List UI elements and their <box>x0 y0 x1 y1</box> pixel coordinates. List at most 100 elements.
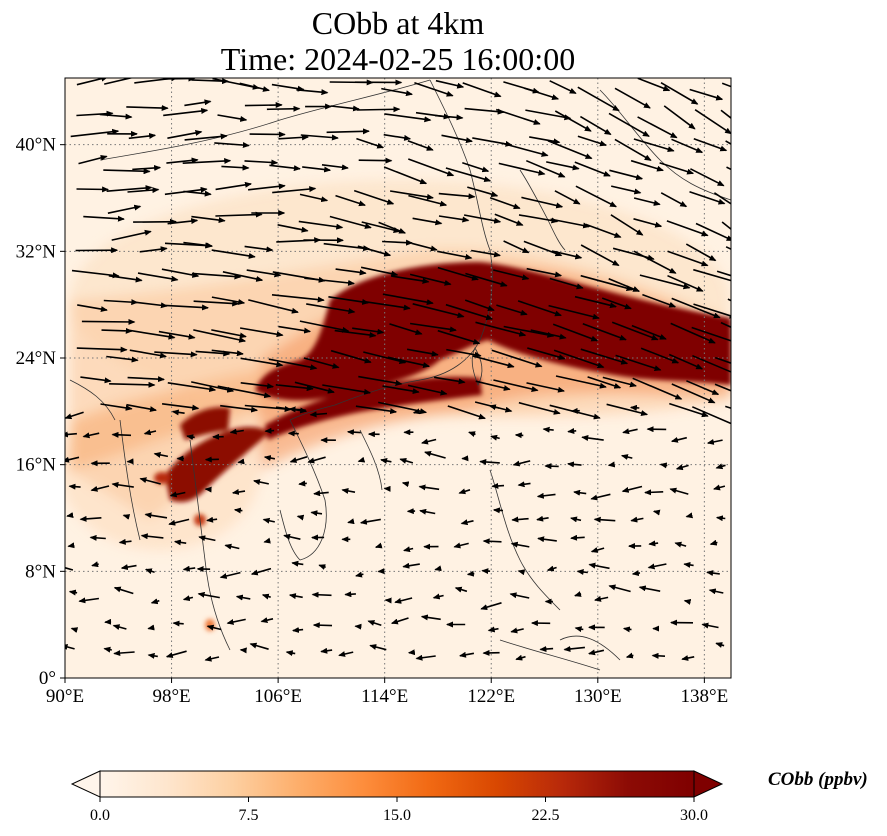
wind-arrow <box>432 593 444 600</box>
wind-arrow <box>593 516 616 523</box>
wind-arrow <box>211 329 247 339</box>
wind-arrow <box>445 167 492 183</box>
wind-arrow <box>553 349 605 369</box>
wind-arrow <box>355 405 398 415</box>
wind-arrow <box>518 214 559 224</box>
wind-arrow <box>575 185 617 208</box>
wind-arrow <box>514 432 524 439</box>
wind-arrow <box>211 296 246 305</box>
wind-arrow <box>263 455 276 462</box>
wind-arrow <box>329 215 372 229</box>
wind-arrow <box>546 161 580 171</box>
wind-arrow <box>322 384 372 395</box>
wind-arrow <box>359 518 381 525</box>
wind-arrow <box>107 204 142 214</box>
wind-arrow <box>715 642 725 648</box>
wind-arrow <box>527 347 566 360</box>
wind-arrow <box>466 570 475 577</box>
wind-arrow <box>68 483 81 490</box>
wind-arrow <box>299 320 350 333</box>
wind-arrow <box>127 187 160 194</box>
wind-arrow <box>590 547 605 553</box>
wind-arrow <box>464 107 505 115</box>
wind-arrow <box>621 485 643 493</box>
wind-arrow <box>106 185 153 192</box>
wind-arrow <box>454 586 468 593</box>
wind-arrow <box>681 655 695 661</box>
wind-arrow <box>113 586 134 595</box>
wind-arrow <box>511 516 529 523</box>
wind-arrow <box>420 614 441 621</box>
wind-arrow <box>277 224 309 233</box>
wind-arrow <box>577 86 620 112</box>
wind-arrow <box>335 268 367 276</box>
wind-arrow <box>321 164 349 171</box>
wind-arrow <box>637 116 678 139</box>
wind-arrow <box>567 428 577 435</box>
wind-arrow <box>261 593 271 600</box>
wind-arrow <box>633 138 675 153</box>
wind-arrow <box>215 181 252 191</box>
wind-arrow <box>479 459 500 465</box>
wind-arrow <box>666 220 709 237</box>
wind-arrow <box>338 651 354 657</box>
wind-arrow <box>70 627 79 633</box>
lat-tick-label: 8°N <box>25 561 56 582</box>
wind-arrow <box>140 533 164 540</box>
wind-arrow <box>150 598 160 605</box>
wind-arrow <box>424 450 446 459</box>
lon-tick-label: 114°E <box>361 686 408 707</box>
wind-arrow <box>358 157 393 164</box>
wind-arrow <box>510 627 524 634</box>
wind-arrow <box>383 166 428 185</box>
wind-arrow <box>383 133 412 141</box>
lat-tick-label: 32°N <box>16 241 57 262</box>
wind-arrow <box>525 109 572 121</box>
wind-arrow <box>625 652 634 659</box>
wind-arrow <box>421 438 437 445</box>
wind-arrow <box>651 652 666 659</box>
wind-arrow <box>594 595 609 602</box>
colorbar-label: CObb (ppbv) <box>768 769 868 790</box>
wind-arrow <box>360 266 399 277</box>
wind-arrow <box>217 114 248 122</box>
wind-arrow <box>551 250 583 260</box>
wind-arrow <box>580 348 629 365</box>
wind-arrow <box>278 325 312 334</box>
wind-arrow <box>554 110 592 132</box>
wind-arrow <box>70 128 120 138</box>
wind-arrow <box>195 350 231 357</box>
colorbar: 0.0 7.5 15.0 22.5 30.0 <box>70 770 724 824</box>
wind-arrow <box>496 304 528 316</box>
wind-arrow <box>307 456 326 464</box>
wind-arrow <box>611 185 642 195</box>
wind-arrow <box>464 299 495 312</box>
wind-arrow <box>204 655 220 662</box>
wind-arrow <box>620 454 633 460</box>
wind-arrow <box>318 564 326 570</box>
wind-arrow <box>382 239 413 246</box>
wind-arrow <box>355 571 364 578</box>
wind-arrow <box>435 114 464 121</box>
wind-arrow <box>139 477 161 485</box>
wind-arrow <box>693 268 731 282</box>
wind-arrow <box>65 431 77 438</box>
wind-arrow <box>411 242 438 252</box>
wind-arrow <box>512 460 531 467</box>
wind-arrow <box>669 487 689 495</box>
wind-arrow <box>399 458 414 464</box>
wind-arrow <box>472 355 515 369</box>
wind-arrow <box>289 456 308 463</box>
wind-arrow <box>76 346 128 353</box>
wind-arrow <box>118 538 132 545</box>
wind-arrow <box>82 432 100 439</box>
wind-arrow <box>310 510 323 517</box>
wind-arrow <box>147 624 155 631</box>
wind-arrow <box>480 602 502 611</box>
wind-arrow <box>80 376 112 384</box>
wind-arrow <box>173 539 187 546</box>
wind-arrow <box>166 157 199 164</box>
wind-arrow <box>311 591 332 598</box>
wind-arrow <box>622 626 632 633</box>
wind-arrow <box>408 194 448 207</box>
